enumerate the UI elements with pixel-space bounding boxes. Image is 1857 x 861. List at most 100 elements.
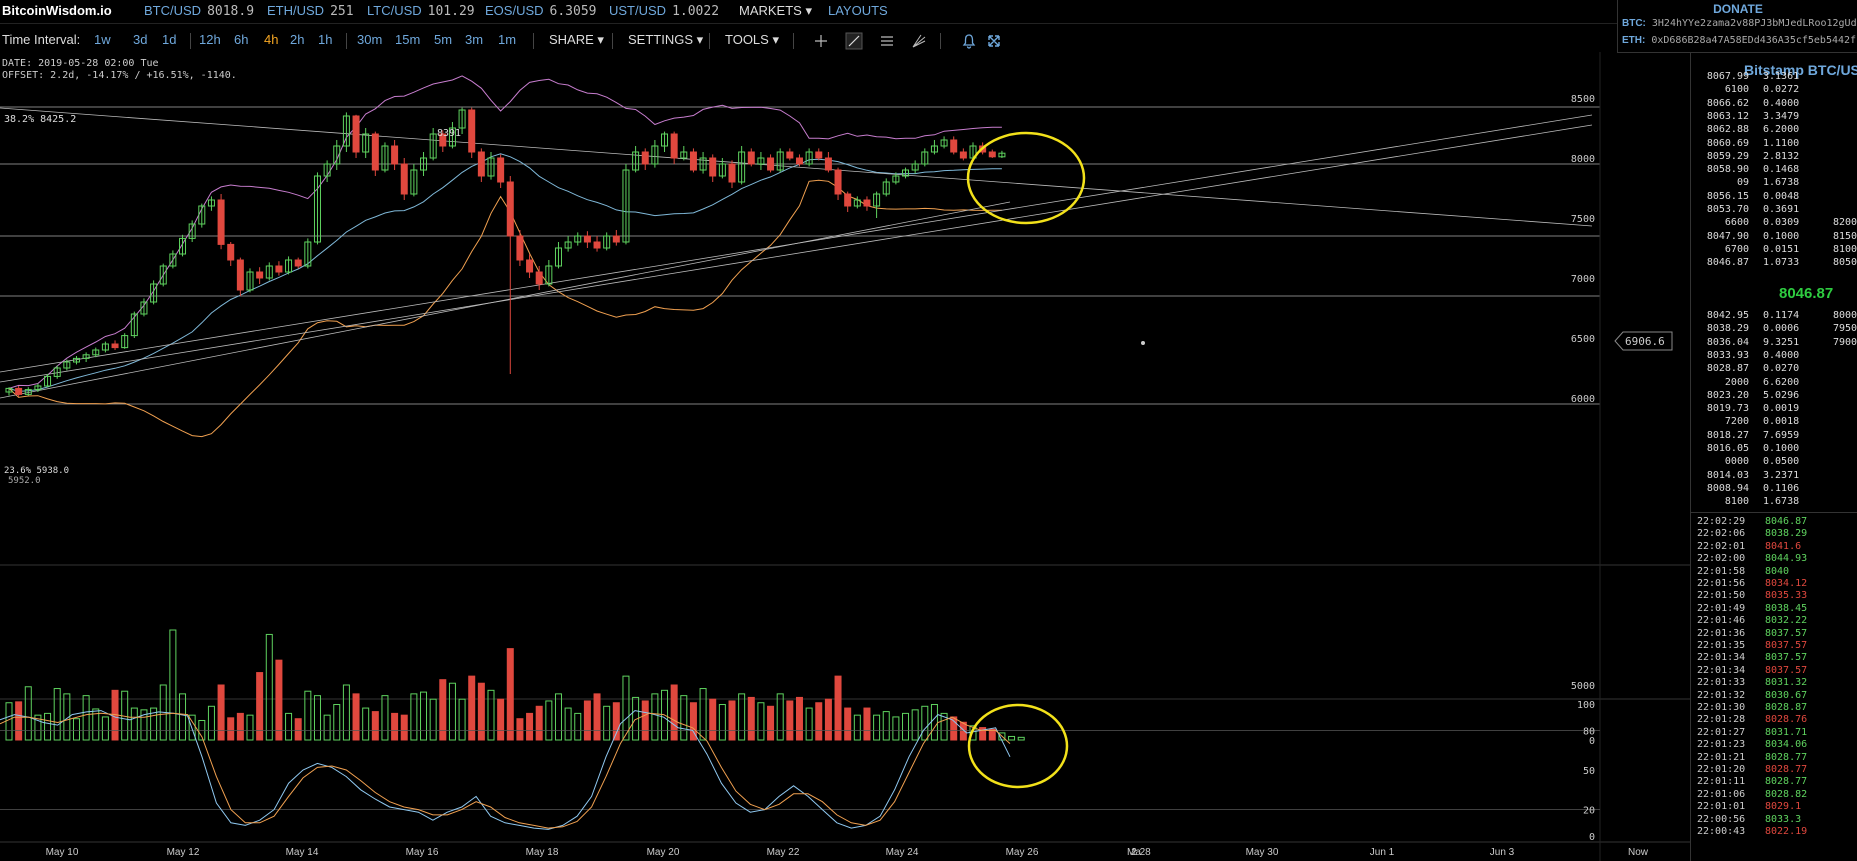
trade-row[interactable]: 22:01:33 8031.32 (1697, 677, 1857, 689)
crosshair-icon[interactable] (813, 33, 829, 49)
ask-row[interactable]: 8066.62 0.4000 (1691, 98, 1857, 111)
donate-eth[interactable]: ETH: 0xD686B28a47A58EDd436A35cf5eb5442f (1622, 35, 1856, 46)
fib-tool-icon[interactable] (911, 33, 927, 49)
alert-bell-icon[interactable] (961, 33, 977, 49)
trade-row[interactable]: 22:01:11 8028.77 (1697, 776, 1857, 788)
ob-amount: 0.1000 (1763, 230, 1800, 242)
bid-row[interactable]: 0000 0.0500 (1691, 456, 1857, 469)
ticker-btc[interactable]: BTC/USD 8018.9 (144, 3, 254, 19)
interval-30m[interactable]: 30m (357, 32, 383, 47)
ask-row[interactable]: 8060.69 1.1100 (1691, 138, 1857, 151)
interval-4h[interactable]: 4h (264, 32, 279, 47)
horizontal-lines-icon[interactable] (879, 33, 895, 49)
trade-row[interactable]: 22:01:58 8040 (1697, 566, 1857, 578)
bid-row[interactable]: 8008.94 0.1106 (1691, 483, 1857, 496)
ob-price: 8016.05 (1706, 443, 1749, 454)
bid-row[interactable]: 8033.93 0.4000 (1691, 350, 1857, 363)
ticker-ltc[interactable]: LTC/USD 101.29 (367, 3, 475, 19)
ask-row[interactable]: 09 1.6738 (1691, 177, 1857, 190)
ticker-eth[interactable]: ETH/USD 251 (267, 3, 354, 19)
bid-row[interactable]: 8018.27 7.6959 (1691, 430, 1857, 443)
donate-btc[interactable]: BTC: 3H24hYYe2zama2v88PJ3bMJedLRoo12gUd (1622, 18, 1857, 29)
bid-row[interactable]: 8019.73 0.0019 (1691, 403, 1857, 416)
bid-row[interactable]: 8036.04 9.3251 7900 (1691, 337, 1857, 350)
ob-amount: 5.0296 (1763, 389, 1800, 401)
ask-row[interactable]: 6100 0.0272 (1691, 84, 1857, 97)
trade-row[interactable]: 22:01:36 8037.57 (1697, 628, 1857, 640)
trade-row[interactable]: 22:01:50 8035.33 (1697, 590, 1857, 602)
trade-row[interactable]: 22:01:30 8028.87 (1697, 702, 1857, 714)
interval-2h[interactable]: 2h (290, 32, 305, 47)
ask-row[interactable]: 6700 0.0151 8100 (1691, 244, 1857, 257)
settings-menu[interactable]: SETTINGS ▾ (628, 32, 703, 48)
bid-row[interactable]: 8028.87 0.0270 (1691, 363, 1857, 376)
trade-row[interactable]: 22:00:43 8022.19 (1697, 826, 1857, 838)
trade-row[interactable]: 22:01:56 8034.12 (1697, 578, 1857, 590)
highlight-circle-stoch (967, 703, 1069, 789)
trade-row[interactable]: 22:02:06 8038.29 (1697, 528, 1857, 540)
trade-row[interactable]: 22:01:23 8034.06 (1697, 739, 1857, 751)
volume-bar (786, 700, 794, 741)
trade-row[interactable]: 22:01:28 8028.76 (1697, 714, 1857, 726)
bid-row[interactable]: 8014.03 3.2371 (1691, 470, 1857, 483)
markets-menu[interactable]: MARKETS ▾ (739, 3, 812, 19)
trendline-tool-icon[interactable] (845, 32, 863, 50)
ask-row[interactable]: 8056.15 0.0048 (1691, 191, 1857, 204)
orderbook-title[interactable]: Bitstamp BTC/USD (1744, 62, 1857, 78)
trade-row[interactable]: 22:01:34 8037.57 (1697, 652, 1857, 664)
volume-bar (140, 709, 148, 741)
bid-row[interactable]: 7200 0.0018 (1691, 416, 1857, 429)
ask-row[interactable]: 8046.87 1.0733 8050 (1691, 257, 1857, 270)
interval-3d[interactable]: 3d (133, 32, 148, 47)
interval-15m[interactable]: 15m (395, 32, 421, 47)
bid-row[interactable]: 8100 1.6738 (1691, 496, 1857, 509)
trade-row[interactable]: 22:01:20 8028.77 (1697, 764, 1857, 776)
trade-row[interactable]: 22:00:56 8033.3 (1697, 814, 1857, 826)
trade-row[interactable]: 22:01:01 8029.1 (1697, 801, 1857, 813)
ticker-eos[interactable]: EOS/USD 6.3059 (485, 3, 596, 19)
volume-bar (747, 696, 755, 741)
ask-row[interactable]: 8059.29 2.8132 (1691, 151, 1857, 164)
tools-menu[interactable]: TOOLS ▾ (725, 32, 779, 48)
ask-row[interactable]: 8047.90 0.1000 8150 (1691, 231, 1857, 244)
trade-row[interactable]: 22:01:49 8038.45 (1697, 603, 1857, 615)
ask-row[interactable]: 8063.12 3.3479 (1691, 111, 1857, 124)
trade-row[interactable]: 22:01:46 8032.22 (1697, 615, 1857, 627)
fullscreen-icon[interactable] (986, 33, 1002, 49)
ask-row[interactable]: 8053.70 0.3691 (1691, 204, 1857, 217)
bid-row[interactable]: 8038.29 0.0006 7950 (1691, 323, 1857, 336)
trade-row[interactable]: 22:01:32 8030.67 (1697, 690, 1857, 702)
trade-row[interactable]: 22:01:34 8037.57 (1697, 665, 1857, 677)
trade-row[interactable]: 22:01:27 8031.71 (1697, 727, 1857, 739)
price-chart[interactable]: 8500 8000 7500 7000 6500 6000 5000 0 100 80 50 20 0 M… (0, 52, 1690, 861)
trade-row[interactable]: 22:01:35 8037.57 (1697, 640, 1857, 652)
bid-row[interactable]: 8016.05 0.1000 (1691, 443, 1857, 456)
share-menu[interactable]: SHARE ▾ (549, 32, 604, 48)
interval-1m[interactable]: 1m (498, 32, 517, 47)
layouts-link[interactable]: LAYOUTS (828, 3, 888, 18)
interval-6h[interactable]: 6h (234, 32, 249, 47)
interval-3m[interactable]: 3m (465, 32, 484, 47)
trade-price: 8034.06 (1765, 739, 1808, 751)
ask-row[interactable]: 8062.88 6.2000 (1691, 124, 1857, 137)
interval-12h[interactable]: 12h (199, 32, 221, 47)
bid-row[interactable]: 8023.20 5.0296 (1691, 390, 1857, 403)
trade-row[interactable]: 22:01:21 8028.77 (1697, 752, 1857, 764)
ticker-ust[interactable]: UST/USD 1.0022 (609, 3, 719, 19)
interval-1h[interactable]: 1h (318, 32, 333, 47)
trade-row[interactable]: 22:01:06 8028.82 (1697, 789, 1857, 801)
bid-row[interactable]: 2000 6.6200 (1691, 377, 1857, 390)
ask-row[interactable]: 8067.99 3.1361 (1691, 71, 1857, 84)
bid-row[interactable]: 8042.95 0.1174 8000 (1691, 310, 1857, 323)
trade-row[interactable]: 22:02:29 8046.87 (1697, 516, 1857, 528)
interval-5m[interactable]: 5m (434, 32, 453, 47)
site-logo[interactable]: BitcoinWisdom.io (2, 3, 112, 18)
ask-row[interactable]: 6600 0.0309 8200 (1691, 217, 1857, 230)
interval-1w[interactable]: 1w (94, 32, 111, 47)
ask-row[interactable]: 8058.90 0.1468 (1691, 164, 1857, 177)
trade-row[interactable]: 22:02:01 8041.6 (1697, 541, 1857, 553)
trade-row[interactable]: 22:02:00 8044.93 (1697, 553, 1857, 565)
candle-body (805, 151, 813, 165)
interval-1d[interactable]: 1d (162, 32, 177, 47)
donate-title[interactable]: DONATE (1713, 2, 1763, 16)
